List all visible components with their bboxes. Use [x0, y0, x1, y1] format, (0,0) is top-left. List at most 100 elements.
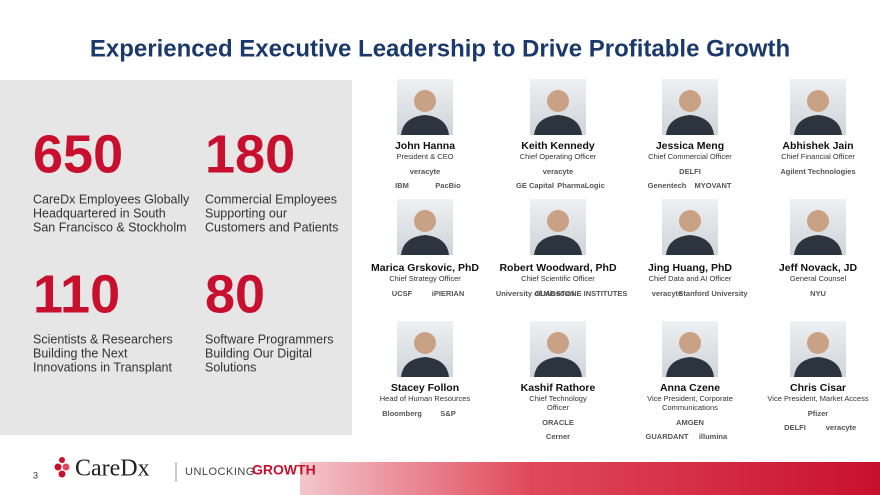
affiliation-logo: UCSF	[392, 289, 413, 298]
affiliation-logo: DELFI	[784, 423, 806, 432]
executive-name: Jing Huang, PhD	[648, 262, 732, 274]
executive-name: Jessica Meng	[656, 140, 724, 152]
affiliation-logo: DELFI	[679, 167, 701, 176]
executive-role: Chief Financial Officer	[781, 152, 855, 161]
affiliation-logo: GUARDANT	[646, 432, 689, 441]
photo-head	[679, 332, 701, 354]
brand-name: CareDx	[75, 456, 150, 482]
photo-head	[679, 210, 701, 232]
stats-panel	[0, 80, 352, 435]
affiliation-logo: Stanford University	[678, 289, 748, 298]
executive-role: Vice President, Corporate	[647, 394, 733, 403]
executive-role: Vice President, Market Access	[767, 394, 868, 403]
photo-head	[414, 90, 436, 112]
executive-name: Anna Czene	[660, 382, 720, 394]
executive-role: Chief Data and AI Officer	[649, 274, 732, 283]
stat-number: 80	[205, 264, 265, 324]
affiliation-logo: illumina	[699, 432, 728, 441]
stat-label: Supporting our	[205, 206, 287, 220]
executive-name: John Hanna	[395, 140, 455, 152]
affiliation-logo: IBM	[395, 181, 409, 190]
brand-mark	[54, 457, 70, 478]
executive-role: President & CEO	[396, 152, 453, 161]
photo-head	[547, 90, 569, 112]
affiliation-logo: GLADSTONE INSTITUTES	[535, 289, 628, 298]
photo-shoulders	[401, 357, 449, 377]
affiliation-logo: Bloomberg	[382, 409, 422, 418]
photo-head	[807, 90, 829, 112]
affiliation-logo: University of Missouri	[496, 289, 574, 298]
executive-name: Abhishek Jain	[782, 140, 853, 152]
photo-shoulders	[666, 357, 714, 377]
slide-title: Experienced Executive Leadership to Driv…	[90, 35, 790, 62]
affiliation-logo: Genentech	[648, 181, 687, 190]
affiliation-logo: veracyte	[410, 167, 440, 176]
executive-role: Chief Strategy Officer	[389, 274, 461, 283]
stat-number: 110	[33, 264, 120, 324]
executive-name: Stacey Follon	[391, 382, 459, 394]
photo-shoulders	[666, 115, 714, 135]
photo-head	[807, 332, 829, 354]
stat-label: Scientists & Researchers	[33, 332, 173, 346]
photo-shoulders	[401, 115, 449, 135]
executive-role: Officer	[547, 403, 569, 412]
executive-role: Communications	[662, 403, 718, 412]
executive-name: Marica Grskovic, PhD	[371, 262, 479, 274]
executive-role: Chief Scientific Officer	[521, 274, 595, 283]
tagline-emphasis: GROWTH	[252, 462, 316, 478]
executive-role: Chief Commercial Officer	[648, 152, 732, 161]
affiliation-logo: veracyte	[543, 167, 573, 176]
photo-shoulders	[401, 235, 449, 255]
photo-head	[547, 332, 569, 354]
executive-role: Chief Technology	[529, 394, 587, 403]
affiliation-logo: Agilent Technologies	[780, 167, 855, 176]
executive-name: Chris Cisar	[790, 382, 846, 394]
affiliation-logo: NYU	[810, 289, 826, 298]
stat-label: Software Programmers	[205, 332, 334, 346]
executive-name: Robert Woodward, PhD	[499, 262, 616, 274]
affiliation-logo: Cerner	[546, 432, 570, 441]
stat-label: Innovations in Transplant	[33, 360, 173, 374]
photo-head	[679, 90, 701, 112]
affiliation-logo: AMGEN	[676, 418, 704, 427]
executive-role: Head of Human Resources	[380, 394, 471, 403]
photo-shoulders	[794, 357, 842, 377]
stat-label: Building the Next	[33, 346, 128, 360]
executive-name: Keith Kennedy	[521, 140, 595, 152]
stat-label: Building Our Digital	[205, 346, 312, 360]
photo-shoulders	[534, 235, 582, 255]
photo-head	[547, 210, 569, 232]
photo-shoulders	[794, 115, 842, 135]
affiliation-logo: GE Capital	[516, 181, 554, 190]
executive-name: Kashif Rathore	[521, 382, 596, 394]
stat-label: Customers and Patients	[205, 220, 338, 234]
stat-label: San Francisco & Stockholm	[33, 220, 187, 234]
affiliation-logo: ORACLE	[542, 418, 574, 427]
tagline-prefix: UNLOCKING	[185, 466, 255, 478]
affiliation-logo: veracyte	[652, 289, 682, 298]
stat-number: 180	[205, 124, 295, 184]
affiliation-logo: Pfizer	[808, 409, 829, 418]
stat-number: 650	[33, 124, 123, 184]
affiliation-logo: PharmaLogic	[557, 181, 605, 190]
footer-band	[300, 462, 880, 495]
affiliation-logo: veracyte	[826, 423, 856, 432]
photo-shoulders	[666, 235, 714, 255]
photo-head	[414, 210, 436, 232]
executive-role: Chief Operating Officer	[520, 152, 597, 161]
affiliation-logo: MYOVANT	[695, 181, 732, 190]
executive-role: General Counsel	[790, 274, 847, 283]
photo-head	[414, 332, 436, 354]
affiliation-logo: S&P	[440, 409, 455, 418]
executive-name: Jeff Novack, JD	[779, 262, 858, 274]
photo-head	[807, 210, 829, 232]
photo-shoulders	[794, 235, 842, 255]
affiliation-logo: PacBio	[435, 181, 461, 190]
photo-shoulders	[534, 115, 582, 135]
photo-shoulders	[534, 357, 582, 377]
stat-label: Solutions	[205, 360, 256, 374]
page-number: 3	[33, 470, 38, 480]
stat-label: Commercial Employees	[205, 192, 337, 206]
stat-label: Headquartered in South	[33, 206, 166, 220]
